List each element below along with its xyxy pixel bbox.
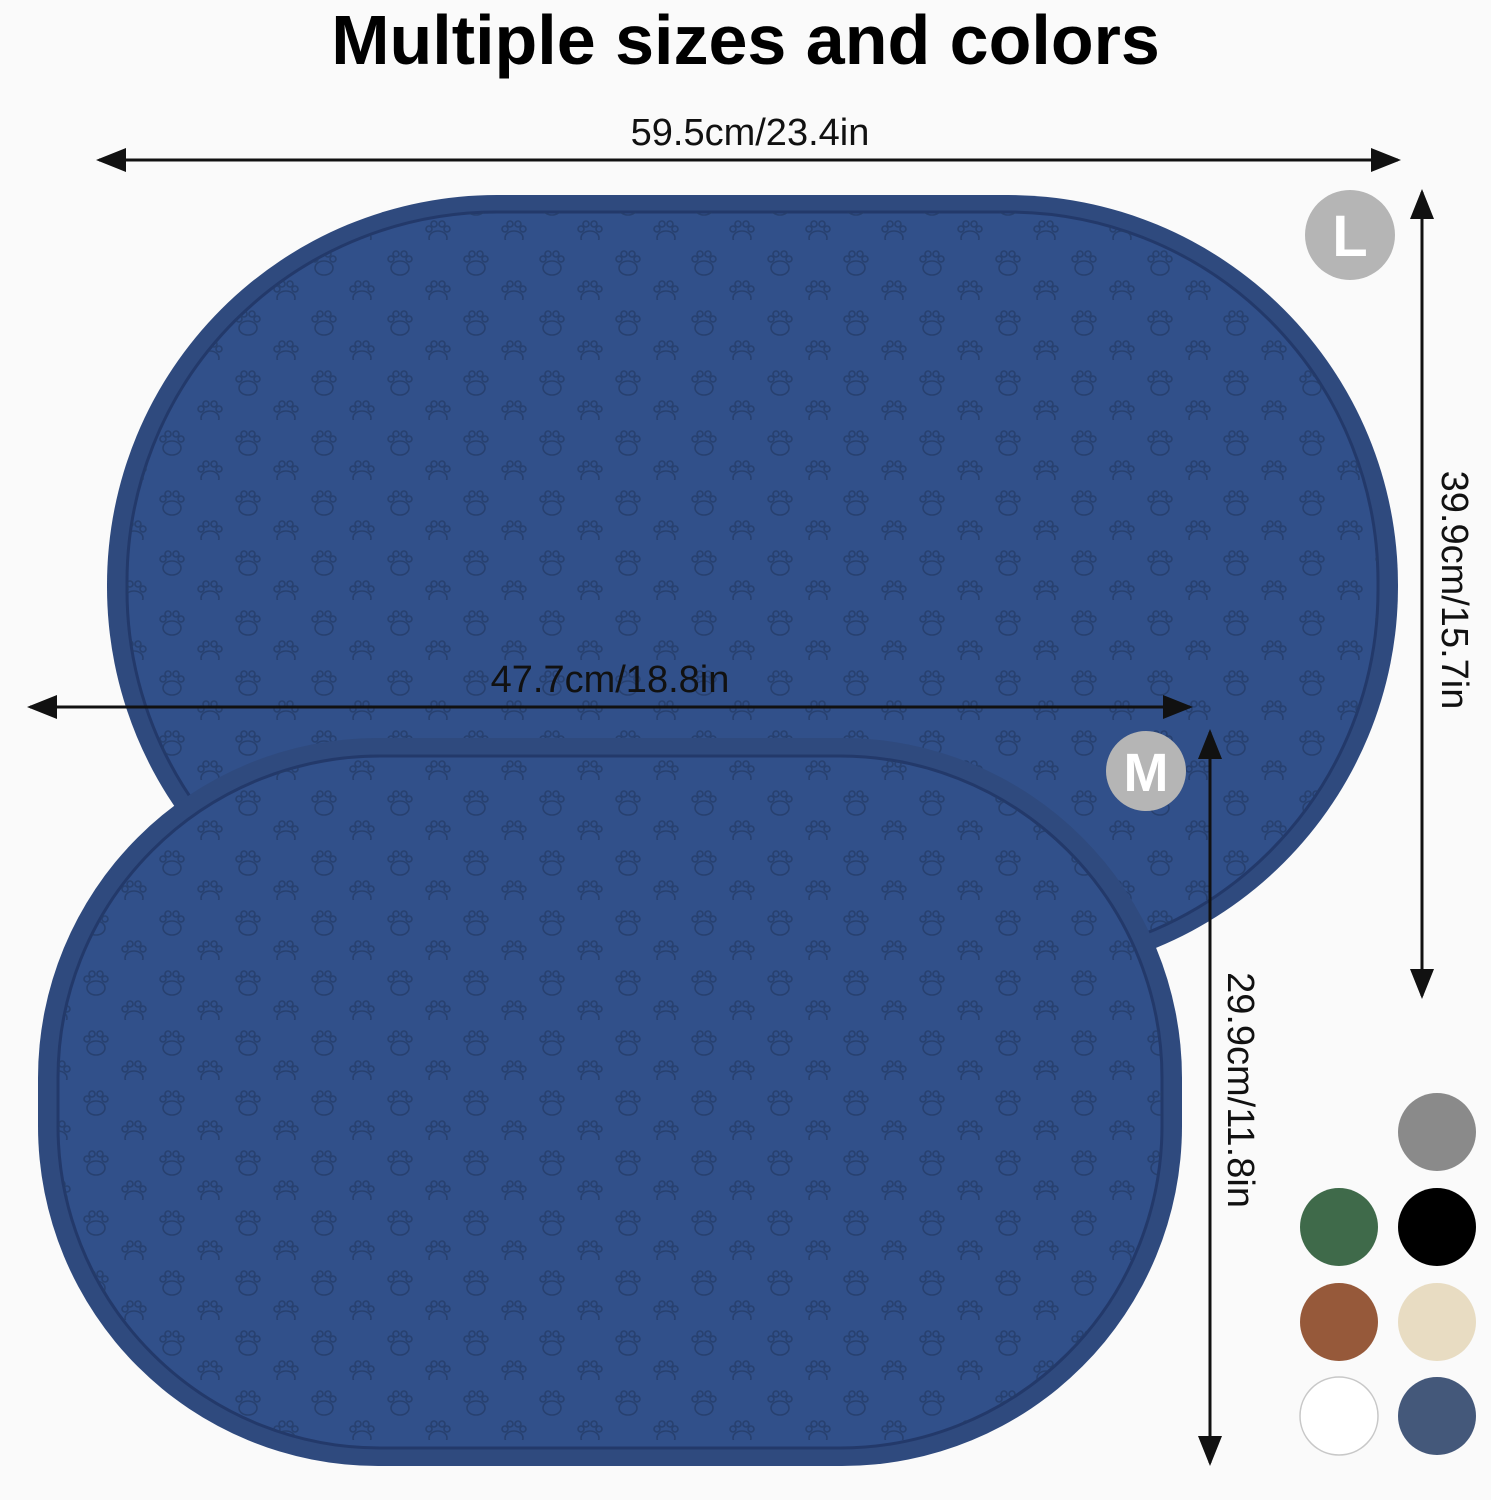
svg-text:L: L bbox=[1332, 204, 1367, 269]
swatch-beige bbox=[1398, 1283, 1476, 1361]
medium-height-label: 29.9cm/11.8in bbox=[1219, 972, 1261, 1208]
page-title: Multiple sizes and colors bbox=[331, 1, 1160, 79]
size-badge-large: L bbox=[1305, 190, 1395, 280]
swatch-brown bbox=[1300, 1283, 1378, 1361]
swatch-navy bbox=[1398, 1377, 1476, 1455]
swatch-green bbox=[1300, 1188, 1378, 1266]
swatch-black bbox=[1398, 1188, 1476, 1266]
swatch-white bbox=[1299, 1376, 1379, 1456]
medium-width-label: 47.7cm/18.8in bbox=[491, 659, 730, 701]
swatch-gray bbox=[1398, 1093, 1476, 1171]
svg-text:M: M bbox=[1124, 743, 1169, 803]
large-height-label: 39.9cm/15.7in bbox=[1433, 471, 1475, 710]
size-badge-medium: M bbox=[1106, 731, 1186, 811]
large-width-label: 59.5cm/23.4in bbox=[631, 112, 870, 154]
medium-mat bbox=[38, 738, 1182, 1466]
color-swatches bbox=[1299, 1093, 1476, 1456]
